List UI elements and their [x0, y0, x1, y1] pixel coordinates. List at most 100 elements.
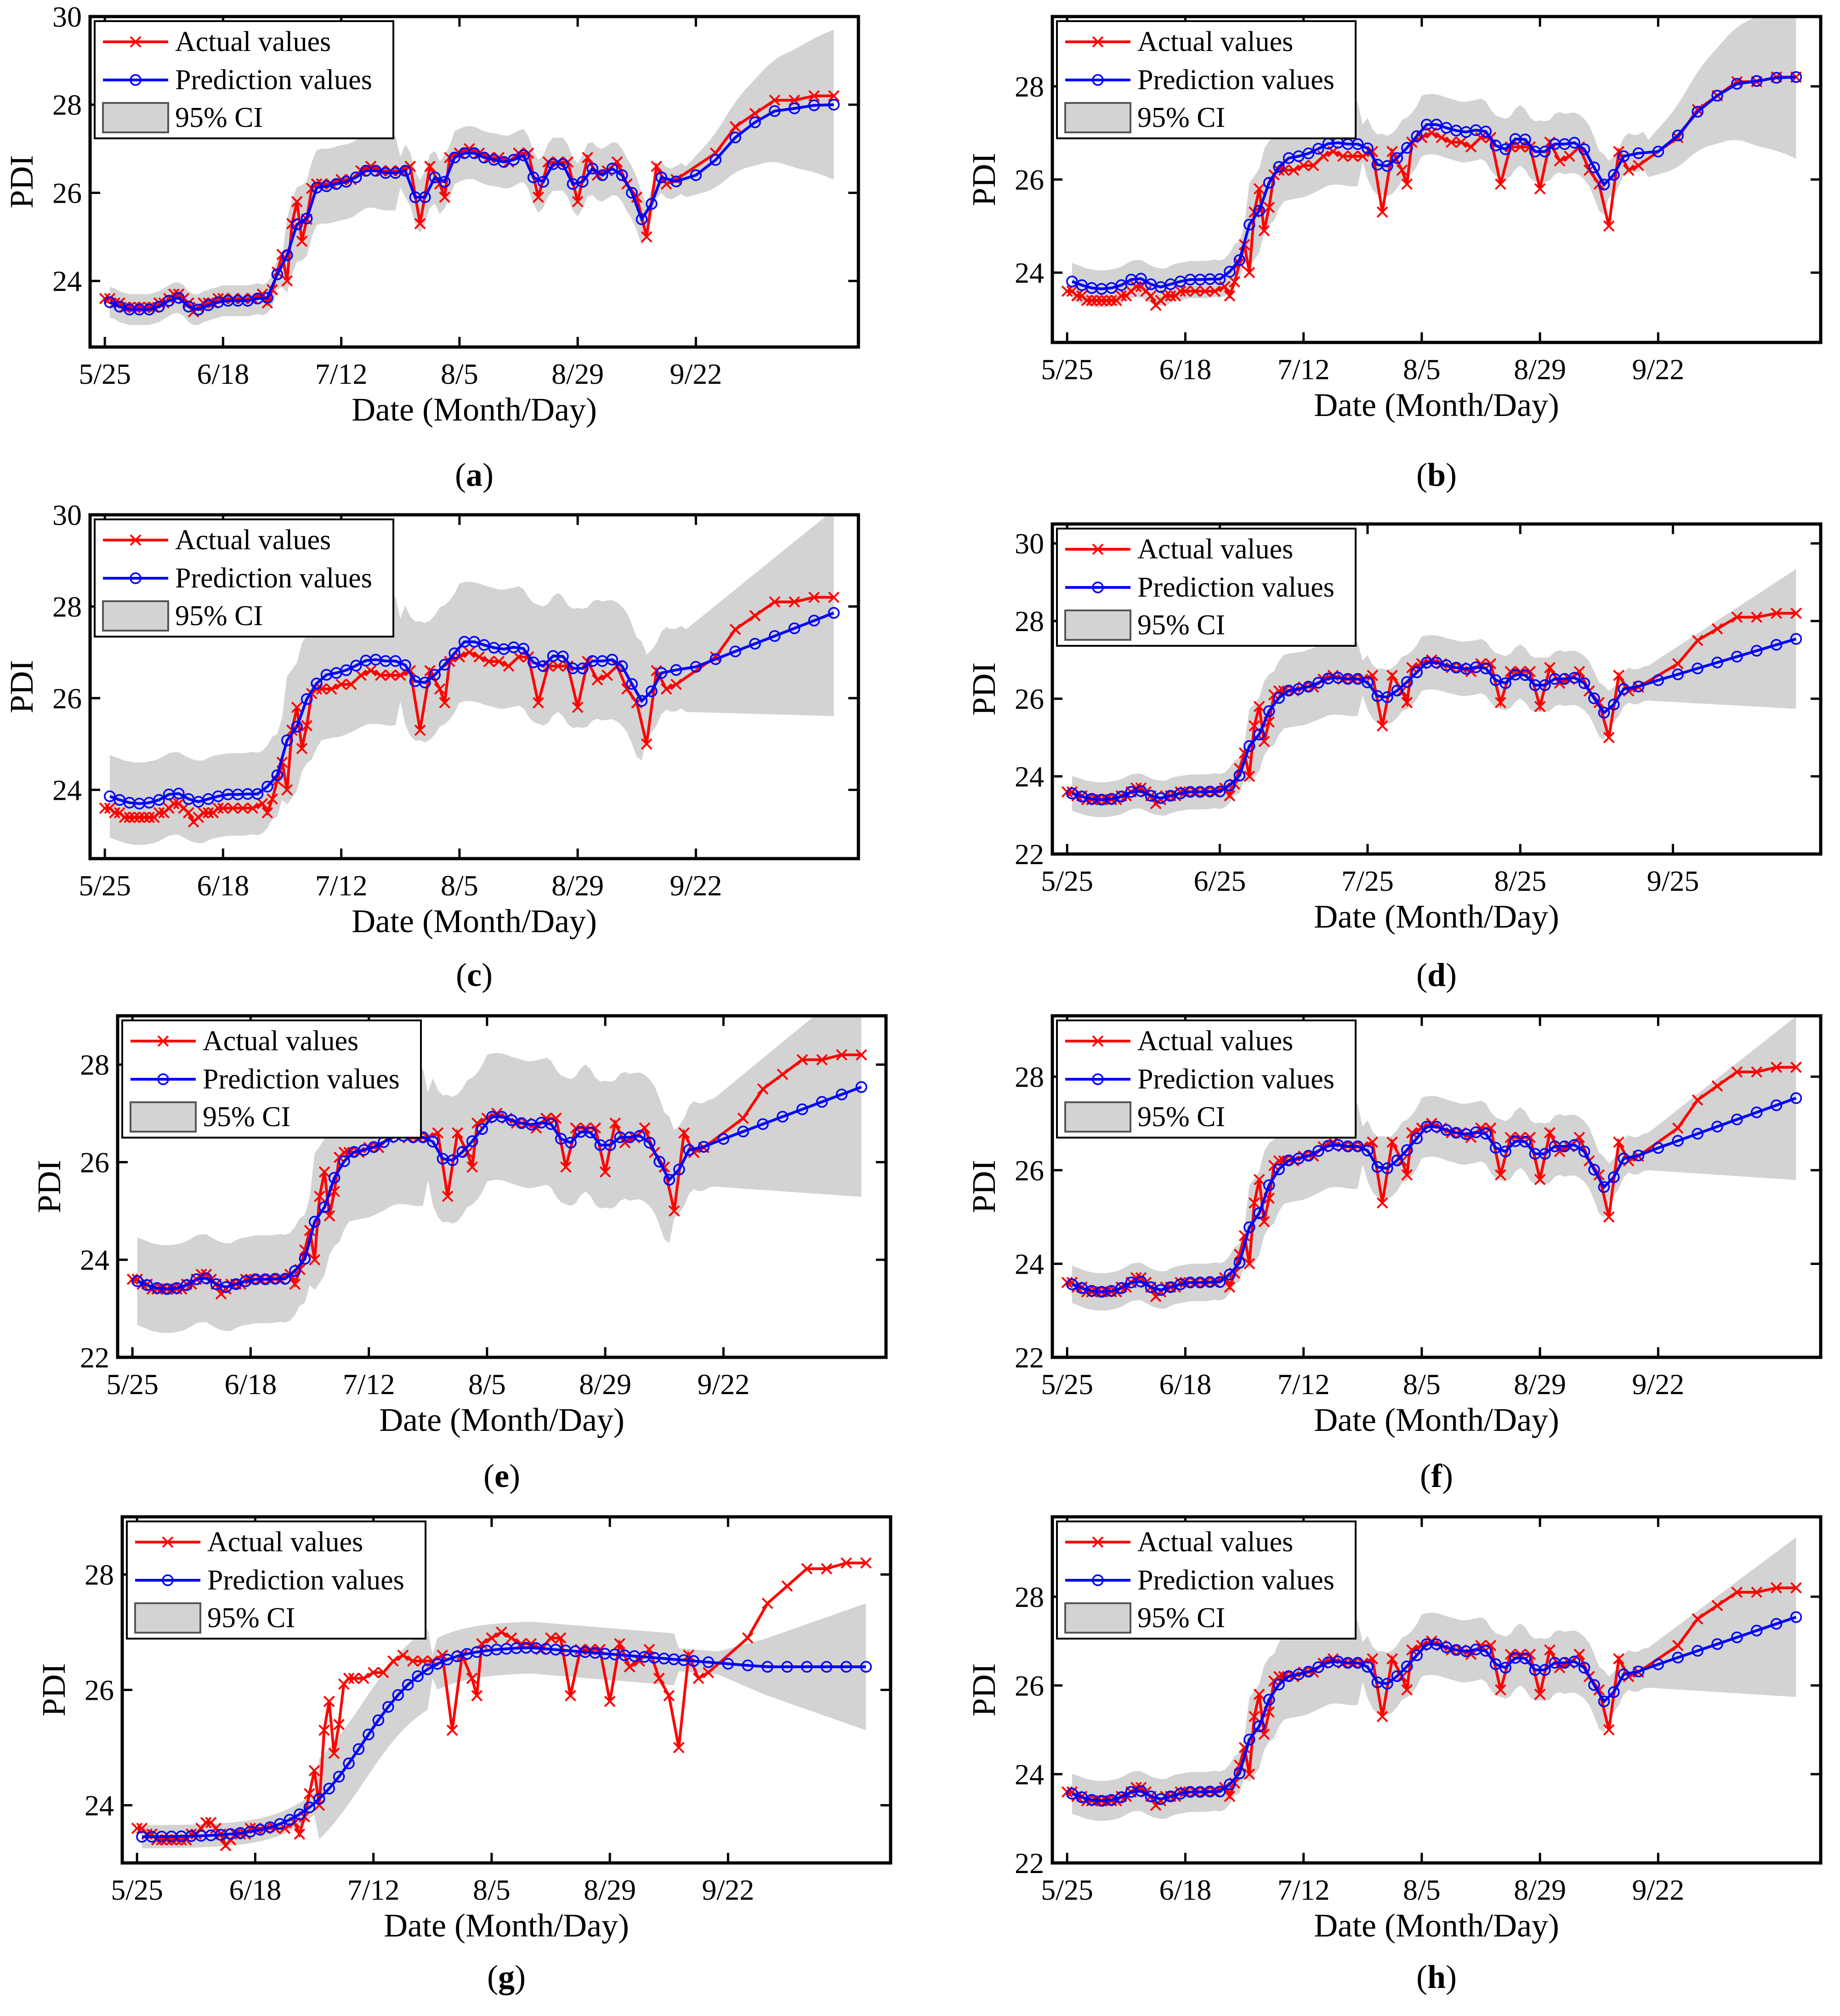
- actual-marker: [212, 802, 224, 814]
- actual-marker: [1751, 1586, 1763, 1598]
- prediction-marker: [643, 1137, 656, 1149]
- prediction-marker: [284, 1814, 296, 1826]
- prediction-marker: [427, 1136, 439, 1148]
- prediction-marker: [1273, 1163, 1285, 1175]
- prediction-marker: [555, 1133, 567, 1145]
- actual-marker: [424, 160, 436, 172]
- actual-marker: [1258, 225, 1270, 237]
- plot-area: [1061, 1016, 1802, 1311]
- legend-prediction-label: Prediction values: [1137, 1565, 1335, 1596]
- x-tick-label: 7/12: [315, 358, 368, 390]
- prediction-marker: [777, 1111, 789, 1123]
- actual-marker: [217, 802, 229, 814]
- y-tick-label: 24: [52, 774, 82, 806]
- prediction-marker: [1790, 1611, 1802, 1623]
- x-tick-label: 8/5: [1403, 1368, 1441, 1401]
- actual-marker: [801, 1563, 813, 1575]
- prediction-marker: [372, 1714, 385, 1726]
- x-axis-label: Date (Month/Day): [1314, 1401, 1559, 1438]
- actual-marker: [404, 160, 416, 172]
- actual-marker: [414, 724, 426, 736]
- prediction-marker: [181, 1279, 193, 1291]
- actual-marker: [601, 669, 613, 681]
- x-tick-label: 9/22: [697, 1368, 750, 1401]
- plot-area: [126, 1016, 868, 1333]
- actual-marker: [1179, 285, 1191, 297]
- legend-ci-label: 95% CI: [1137, 102, 1225, 133]
- actual-marker: [673, 1742, 685, 1754]
- legend-prediction-marker: [130, 572, 142, 584]
- actual-marker: [1145, 290, 1157, 302]
- prediction-marker: [1381, 160, 1393, 172]
- actual-marker: [1554, 155, 1566, 167]
- legend-actual-label: Actual values: [207, 1526, 363, 1558]
- prediction-marker: [1750, 1106, 1763, 1118]
- legend-actual-marker: [130, 534, 142, 546]
- prediction-marker: [670, 664, 682, 676]
- prediction-marker: [1411, 666, 1423, 678]
- prediction-marker: [507, 154, 520, 166]
- axes-frame: [88, 15, 860, 349]
- prediction-marker: [1652, 1658, 1664, 1670]
- actual-marker: [446, 1724, 458, 1736]
- actual-marker: [1573, 1648, 1585, 1660]
- legend-ci-label: 95% CI: [207, 1602, 295, 1634]
- prediction-marker: [687, 1655, 700, 1667]
- prediction-marker: [1224, 266, 1236, 278]
- legend-ci-swatch: [102, 600, 169, 632]
- x-axis-label: Date (Month/Day): [1314, 1907, 1559, 1944]
- x-tick-label: 8/5: [441, 358, 478, 390]
- panel-f: 22 24 26 28 5/25 6/18 7/12 8/5 8/29 9/22 Date (Mon…: [965, 1014, 1823, 1494]
- prediction-marker: [1233, 254, 1246, 266]
- legend-prediction-marker: [130, 74, 142, 86]
- prediction-marker: [1608, 1686, 1620, 1698]
- actual-marker: [670, 174, 682, 186]
- prediction-marker: [545, 1118, 557, 1130]
- actual-marker: [572, 196, 584, 208]
- ci-band: [1072, 569, 1796, 817]
- actual-marker: [1101, 295, 1113, 307]
- actual-marker: [237, 802, 249, 814]
- panel-caption: (d): [1416, 957, 1457, 993]
- actual-marker: [703, 1667, 714, 1679]
- x-axis-label: Date (Month/Day): [352, 391, 597, 428]
- actual-marker: [1494, 1169, 1506, 1181]
- prediction-marker: [577, 662, 589, 674]
- prediction-marker: [788, 103, 801, 114]
- x-axis-label: Date (Month/Day): [1314, 387, 1559, 423]
- prediction-marker: [1135, 1785, 1147, 1797]
- actual-marker: [466, 1672, 478, 1684]
- y-tick-label: 24: [1015, 1247, 1044, 1280]
- actual-marker: [1249, 1197, 1260, 1209]
- prediction-marker: [1401, 1144, 1413, 1156]
- actual-marker: [1692, 104, 1704, 115]
- prediction-marker: [449, 152, 460, 164]
- prediction-marker: [308, 1216, 321, 1228]
- x-tick-label: 9/22: [1632, 1874, 1684, 1906]
- actual-marker: [348, 1672, 360, 1684]
- prediction-marker: [606, 162, 618, 175]
- legend: Actual values Prediction values 95% CI: [1056, 20, 1357, 139]
- actual-marker: [1771, 607, 1782, 619]
- legend-actual-marker: [1092, 1536, 1104, 1548]
- prediction-marker: [1489, 139, 1502, 152]
- prediction-marker: [1519, 669, 1531, 681]
- prediction-marker: [1652, 1142, 1664, 1154]
- prediction-marker: [596, 169, 608, 181]
- prediction-marker: [1253, 1207, 1265, 1219]
- prediction-marker: [1362, 1661, 1374, 1673]
- x-tick-label: 7/12: [1278, 353, 1330, 386]
- actual-marker: [1455, 137, 1467, 148]
- x-tick-label: 5/25: [1041, 353, 1093, 386]
- actual-marker: [202, 807, 214, 819]
- prediction-marker: [153, 794, 165, 806]
- prediction-marker: [1224, 1269, 1236, 1281]
- y-tick-label: 30: [52, 0, 82, 33]
- actual-marker: [1386, 146, 1398, 158]
- prediction-marker: [1401, 142, 1413, 154]
- prediction-marker: [1711, 1638, 1723, 1650]
- prediction-marker: [468, 147, 480, 159]
- actual-marker: [503, 660, 515, 672]
- actual-marker: [668, 1205, 680, 1217]
- prediction-marker: [1692, 1645, 1704, 1657]
